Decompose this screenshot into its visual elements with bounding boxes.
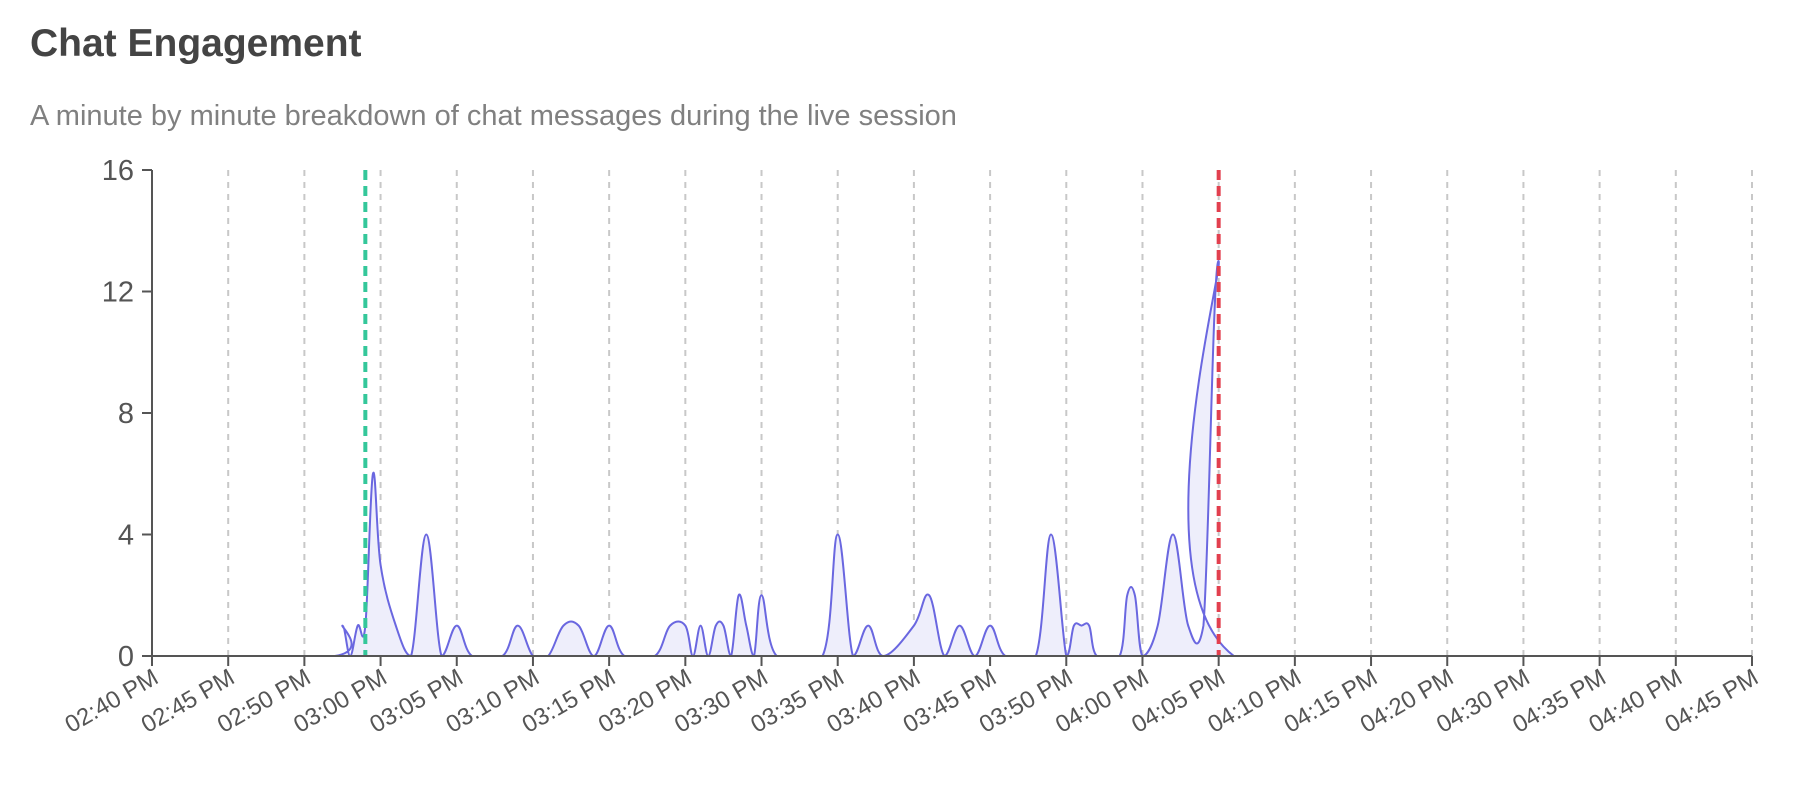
chart-title: Chat Engagement xyxy=(30,22,362,65)
y-tick-label: 16 xyxy=(102,155,134,187)
series-line xyxy=(152,260,1752,658)
y-tick-label: 4 xyxy=(118,520,134,552)
y-tick-label: 8 xyxy=(118,398,134,430)
chart-subtitle: A minute by minute breakdown of chat mes… xyxy=(30,100,957,132)
y-tick-label: 12 xyxy=(102,277,134,309)
y-tick-label: 0 xyxy=(118,641,134,673)
series-area-fill xyxy=(152,261,1752,656)
